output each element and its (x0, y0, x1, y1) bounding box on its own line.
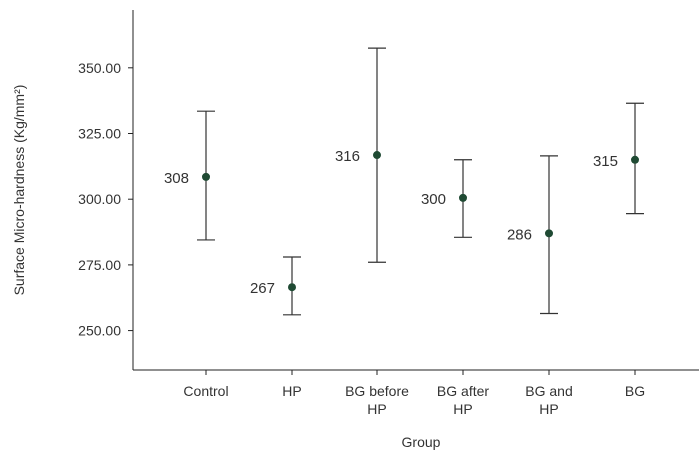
x-tick-label-line: BG after (437, 383, 489, 399)
x-tick-label-line: HP (367, 401, 386, 417)
x-axis: Control HP BG before HP BG after HP BG and HP BG (133, 369, 699, 417)
error-bar-group: 316 (335, 47, 386, 263)
y-tick-label: 300.00 (78, 191, 121, 207)
x-tick-label: BG before HP (345, 383, 409, 417)
error-bar-group: 308 (164, 110, 215, 241)
x-tick-label-line: Control (183, 383, 228, 399)
data-label: 308 (164, 170, 189, 187)
y-axis: 250.00 275.00 300.00 325.00 350.00 (78, 10, 134, 370)
mean-point (631, 155, 639, 164)
y-axis-title: Surface Micro-hardness (Kg/mm²) (11, 85, 27, 296)
data-label: 316 (335, 148, 360, 165)
data-label: 300 (421, 191, 446, 208)
y-tick-label: 250.00 (78, 323, 121, 339)
data-label: 315 (593, 153, 618, 170)
mean-point (373, 151, 381, 160)
y-tick-label: 325.00 (78, 126, 121, 142)
x-tick-label-line: BG and (525, 383, 572, 399)
mean-point (202, 172, 210, 181)
error-bar-group: 267 (250, 256, 301, 316)
x-tick-label-line: BG (625, 383, 645, 399)
error-bar-group: 315 (593, 102, 644, 215)
x-tick-label: Control (183, 383, 228, 399)
y-tick-label: 350.00 (78, 60, 121, 76)
x-tick-label: BG (625, 383, 645, 399)
mean-point (459, 193, 467, 202)
error-bar-group: 300 (421, 159, 472, 238)
data-label: 286 (507, 226, 532, 243)
x-tick-label: BG and HP (525, 383, 572, 417)
x-tick-label-line: BG before (345, 383, 409, 399)
y-tick-label: 275.00 (78, 257, 121, 273)
data-label: 267 (250, 280, 275, 297)
x-tick-label-line: HP (282, 383, 301, 399)
x-tick-label-line: HP (539, 401, 558, 417)
mean-point (545, 229, 553, 238)
x-tick-label: BG after HP (437, 383, 489, 417)
x-axis-title: Group (402, 434, 441, 450)
mean-point (288, 283, 296, 292)
plot-area: 308 267 316 300 286 315 (164, 47, 644, 316)
x-tick-label-line: HP (453, 401, 472, 417)
x-tick-label: HP (282, 383, 301, 399)
error-bar-group: 286 (507, 155, 558, 315)
